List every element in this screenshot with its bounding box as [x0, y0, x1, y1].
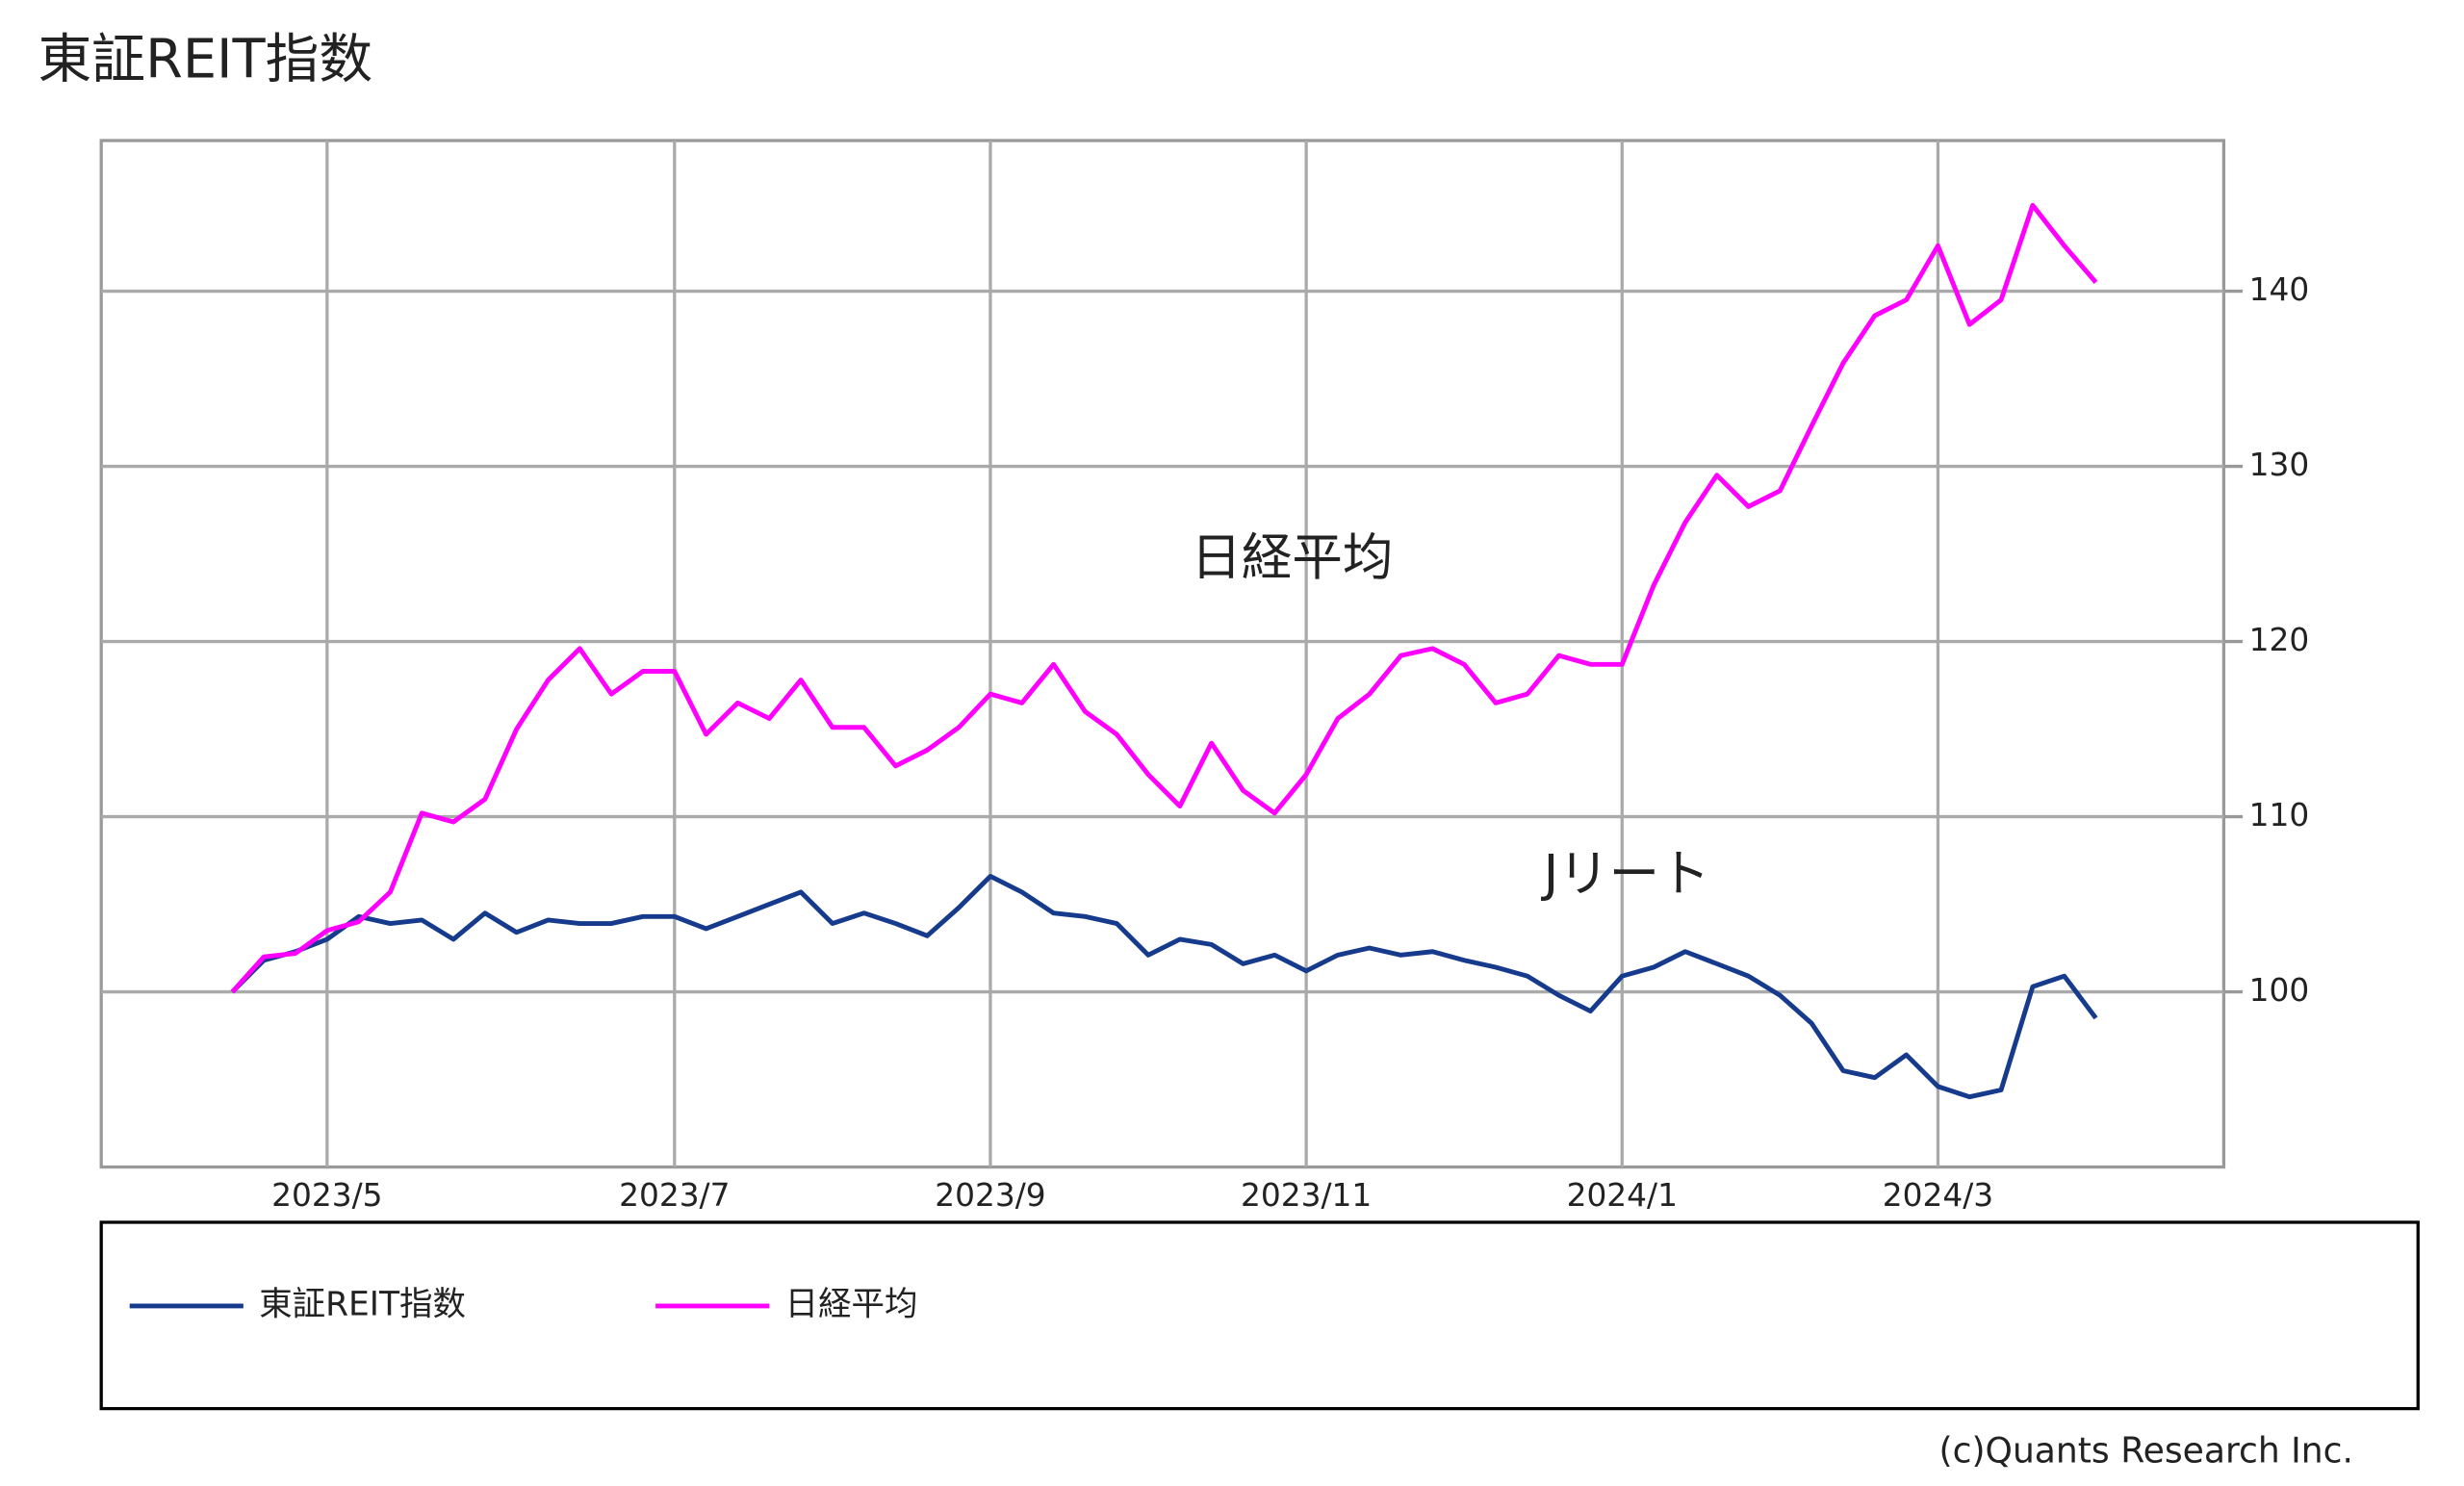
x-tick-label: 2024/3 — [1883, 1177, 1993, 1214]
y-tick-label: 110 — [2249, 797, 2310, 833]
legend-label: 日経平均 — [785, 1285, 918, 1323]
legend-box — [99, 1220, 2420, 1411]
legend-label: 東証REIT指数 — [259, 1285, 466, 1323]
series-line — [230, 874, 2098, 1100]
x-tick-label: 2023/5 — [271, 1177, 382, 1214]
y-tick-label: 130 — [2249, 447, 2310, 483]
x-tick-label: 2024/1 — [1567, 1177, 1678, 1214]
series-line — [230, 202, 2098, 994]
x-tick-label: 2023/7 — [619, 1177, 730, 1214]
plot-frame — [99, 139, 2226, 1169]
y-tick-label: 140 — [2249, 271, 2310, 308]
x-tick-label: 2023/11 — [1241, 1177, 1372, 1214]
y-tick-label: 120 — [2249, 622, 2310, 658]
x-tick-label: 2023/9 — [935, 1177, 1045, 1214]
chart-title: 東証REIT指数 — [38, 29, 373, 91]
credit: (c)Quants Research Inc. — [1939, 1431, 2353, 1472]
annotation: 日経平均 — [1191, 528, 1393, 587]
y-tick-label: 100 — [2249, 972, 2310, 1009]
annotation: Jリート — [1541, 844, 1710, 903]
